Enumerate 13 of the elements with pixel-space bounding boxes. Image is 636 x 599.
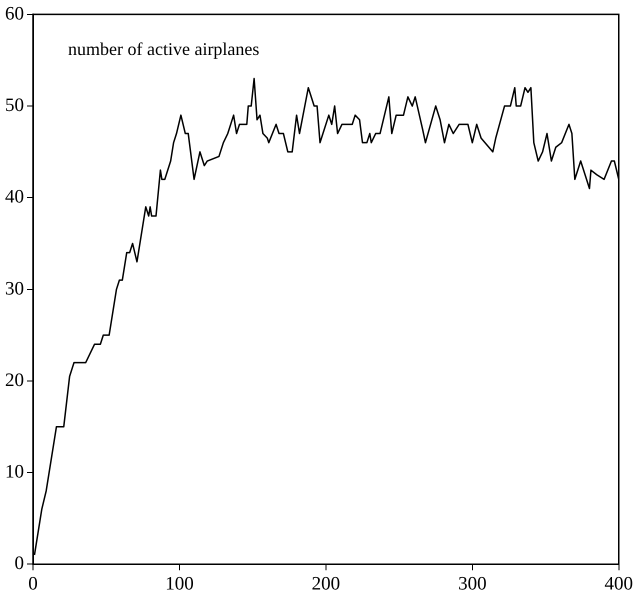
- y-tick-label: 30: [5, 278, 24, 300]
- x-tick-label: 300: [458, 574, 487, 595]
- x-tick-label: 100: [165, 574, 194, 595]
- y-tick-label: 40: [5, 186, 24, 208]
- y-tick-label: 20: [5, 370, 24, 391]
- y-tick-label: 60: [5, 3, 24, 24]
- annotation: number of active airplanes: [68, 39, 260, 60]
- x-tick-label: 400: [604, 574, 633, 595]
- x-tick-label: 0: [28, 574, 38, 595]
- y-tick-label: 10: [5, 462, 24, 483]
- y-tick-label: 50: [5, 95, 24, 116]
- y-tick-label: 0: [14, 553, 24, 574]
- x-tick-label: 200: [312, 574, 340, 595]
